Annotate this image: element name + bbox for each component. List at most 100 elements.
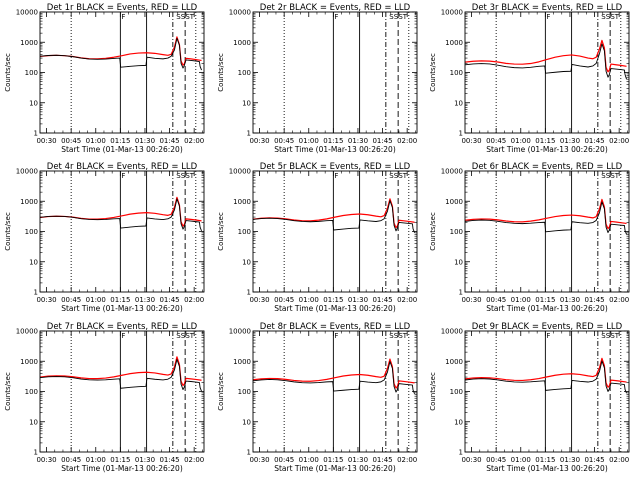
x-tick-label: 00:30 [36, 137, 56, 145]
events-series-line [39, 358, 202, 392]
x-axis-label: Start Time (01-Mar-13 00:26:20) [274, 304, 396, 313]
x-tick-label: 01:00 [299, 137, 319, 145]
x-tick-label: 02:00 [397, 456, 417, 464]
flag-marker-label: F [334, 332, 338, 340]
y-tick-label: 1000 [20, 358, 38, 366]
flag-marker-label: ST [185, 172, 194, 180]
flag-marker-label: SS [176, 172, 185, 180]
y-tick-label: 10 [29, 418, 38, 426]
x-tick-label: 00:30 [36, 296, 56, 304]
y-tick-label: 10 [454, 258, 463, 266]
x-axis-label: Start Time (01-Mar-13 00:26:20) [486, 304, 608, 313]
y-tick-label: 1 [459, 289, 463, 297]
y-tick-label: 1 [459, 449, 463, 457]
y-tick-label: 100 [450, 388, 463, 396]
y-axis-label: Counts/sec [217, 372, 225, 411]
lld-series-line [252, 198, 415, 229]
flag-marker-label: ST [185, 332, 194, 340]
flag-marker-label: SS [601, 172, 610, 180]
panel-8: Det 8r BLACK = Events, RED = LLD Counts/s… [217, 322, 418, 473]
y-tick-label: 10 [242, 258, 251, 266]
x-tick-label: 01:15 [110, 296, 130, 304]
flag-marker-label: ST [398, 172, 407, 180]
x-tick-label: 00:30 [461, 296, 481, 304]
panel-9: Det 9r BLACK = Events, RED = LLD Counts/s… [429, 322, 630, 473]
y-axis-label: Counts/sec [217, 53, 225, 92]
plot-frame [252, 11, 418, 134]
x-tick-label: 01:30 [135, 456, 155, 464]
lld-series-line [464, 39, 627, 73]
flag-marker-label: ST [398, 332, 407, 340]
x-tick-label: 00:45 [61, 296, 81, 304]
x-tick-label: 01:45 [584, 137, 604, 145]
y-tick-label: 1 [34, 449, 38, 457]
x-tick-label: 01:00 [299, 296, 319, 304]
x-tick-label: 01:15 [110, 456, 130, 464]
x-tick-label: 00:30 [461, 137, 481, 145]
x-tick-label: 00:45 [274, 456, 294, 464]
x-tick-label: 01:30 [560, 456, 580, 464]
x-tick-label: 00:45 [61, 137, 81, 145]
plot-frame [39, 330, 205, 453]
panel-4: Det 4r BLACK = Events, RED = LLD Counts/s… [4, 162, 205, 313]
x-tick-label: 01:00 [86, 137, 106, 145]
x-tick-label: 02:00 [609, 137, 629, 145]
plot-frame [464, 330, 630, 453]
events-series-line [464, 43, 627, 80]
flag-marker-label: SS [389, 332, 398, 340]
x-tick-label: 01:15 [535, 296, 555, 304]
y-tick-label: 10 [454, 418, 463, 426]
x-tick-label: 02:00 [609, 456, 629, 464]
x-tick-label: 01:15 [535, 137, 555, 145]
x-axis-label: Start Time (01-Mar-13 00:26:20) [61, 304, 183, 313]
y-tick-label: 1000 [20, 39, 38, 47]
flag-marker-label: F [334, 13, 338, 21]
x-tick-label: 01:45 [372, 137, 392, 145]
y-tick-label: 1 [247, 289, 251, 297]
x-tick-label: 01:45 [159, 137, 179, 145]
y-tick-label: 10 [29, 99, 38, 107]
y-tick-label: 1 [247, 449, 251, 457]
events-series-line [39, 198, 202, 232]
y-tick-label: 1000 [233, 39, 251, 47]
y-tick-label: 1000 [233, 358, 251, 366]
y-tick-label: 1000 [233, 198, 251, 206]
x-tick-label: 00:45 [274, 296, 294, 304]
x-tick-label: 00:30 [249, 137, 269, 145]
y-tick-label: 1 [34, 130, 38, 138]
flag-marker-label: ST [185, 13, 194, 21]
flag-marker-label: F [334, 172, 338, 180]
lld-series-line [464, 357, 627, 388]
events-series-line [252, 200, 415, 233]
y-tick-label: 100 [450, 228, 463, 236]
y-tick-label: 1000 [445, 358, 463, 366]
x-tick-label: 02:00 [609, 296, 629, 304]
x-axis-label: Start Time (01-Mar-13 00:26:20) [274, 464, 396, 473]
x-tick-label: 01:45 [584, 296, 604, 304]
panel-title: Det 1r BLACK = Events, RED = LLD [47, 3, 198, 13]
x-tick-label: 01:00 [86, 296, 106, 304]
y-axis-label: Counts/sec [4, 372, 12, 411]
flag-marker-label: SS [601, 332, 610, 340]
y-tick-label: 100 [25, 388, 38, 396]
flag-marker-label: F [121, 332, 125, 340]
x-tick-label: 01:30 [348, 456, 368, 464]
events-series-line [39, 37, 202, 71]
events-series-line [464, 201, 627, 235]
y-tick-label: 1000 [20, 198, 38, 206]
x-tick-label: 00:30 [249, 296, 269, 304]
y-tick-label: 10 [454, 99, 463, 107]
x-tick-label: 00:30 [461, 456, 481, 464]
x-tick-label: 01:45 [159, 456, 179, 464]
y-tick-label: 1 [247, 130, 251, 138]
flag-marker-label: SS [176, 13, 185, 21]
x-axis-label: Start Time (01-Mar-13 00:26:20) [486, 464, 608, 473]
flag-marker-label: F [546, 332, 550, 340]
flag-marker-label: F [121, 172, 125, 180]
x-tick-label: 01:45 [584, 456, 604, 464]
plot-frame [252, 170, 418, 293]
flag-marker-label: SS [389, 13, 398, 21]
x-axis-label: Start Time (01-Mar-13 00:26:20) [486, 145, 608, 154]
y-tick-label: 100 [238, 69, 251, 77]
y-tick-label: 10000 [441, 9, 463, 17]
